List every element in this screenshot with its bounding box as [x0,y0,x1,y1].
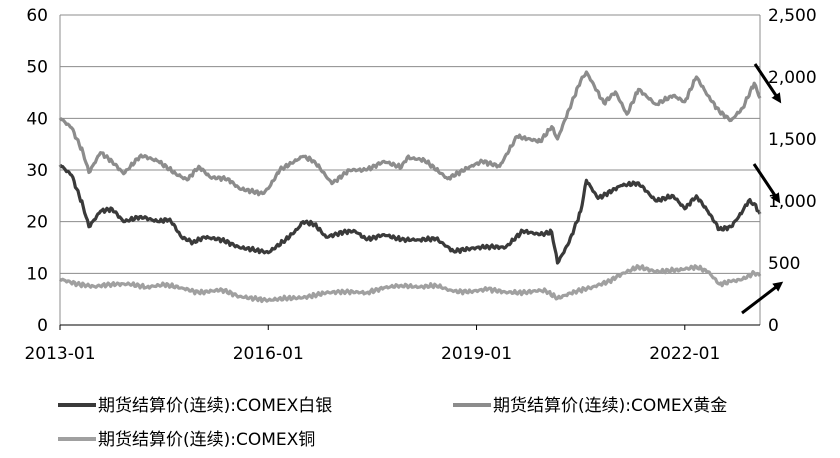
gridlines [60,14,760,274]
series-line-2 [58,264,762,304]
annotations [741,63,784,315]
y-right-tick-label: 500 [768,254,800,274]
tick-labels: 010203040506005001,0001,5002,0002,500201… [24,6,816,364]
arrow-down-gold [753,63,782,104]
series-line-0 [58,163,762,265]
y-left-tick-label: 0 [37,316,48,336]
x-tick-label: 2022-01 [649,344,720,364]
legend-label: 期货结算价(连续):COMEX黄金 [493,396,727,416]
y-left-tick-label: 20 [26,213,48,233]
y-right-tick-label: 1,500 [768,130,817,150]
y-left-tick-label: 60 [26,6,48,26]
legend-label: 期货结算价(连续):COMEX铜 [98,430,315,450]
x-tick-label: 2013-01 [24,344,95,364]
x-tick-label: 2019-01 [441,344,512,364]
y-left-tick-label: 40 [26,109,48,129]
x-tick-label: 2016-01 [233,344,304,364]
y-left-tick-label: 50 [26,58,48,78]
y-left-tick-label: 30 [26,161,48,181]
y-left-tick-label: 10 [26,264,48,284]
arrow-down-silver [752,163,781,204]
series-lines [58,70,762,304]
y-right-tick-label: 0 [768,316,779,336]
axes [59,15,761,330]
arrow-up-copper [741,281,784,315]
legend-label: 期货结算价(连续):COMEX白银 [98,396,332,416]
legend: 期货结算价(连续):COMEX白银 期货结算价(连续):COMEX黄金期货结算价(… [58,396,727,450]
series-line-1 [58,70,762,197]
y-right-tick-label: 2,500 [768,6,817,26]
y-right-tick-label: 2,000 [768,68,817,88]
